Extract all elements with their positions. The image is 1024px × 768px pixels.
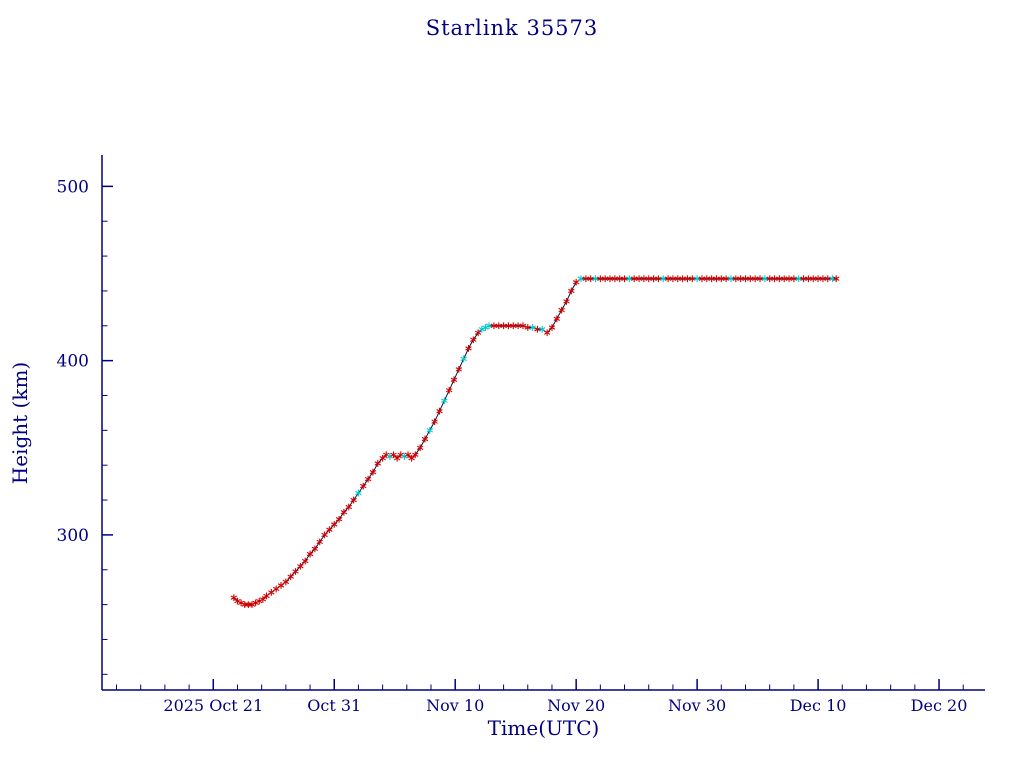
- data-point-marker: [553, 315, 561, 323]
- data-point-marker: [350, 496, 357, 504]
- data-point-marker: [412, 451, 419, 459]
- chart-title: Starlink 35573: [425, 16, 599, 40]
- data-point-marker: [297, 562, 304, 570]
- data-point-marker: [558, 306, 565, 314]
- data-point-marker: [311, 545, 319, 553]
- data-point-marker: [529, 324, 536, 331]
- data-point-marker: [374, 460, 382, 467]
- y-tick-label: 400: [57, 352, 89, 372]
- y-tick-label: 500: [57, 177, 89, 197]
- data-point-marker: [268, 589, 275, 596]
- data-point-marker: [331, 521, 338, 528]
- data-point-marker: [360, 482, 367, 490]
- data-point-marker: [539, 325, 546, 333]
- data-point-marker: [369, 468, 377, 476]
- data-point-marker: [421, 435, 429, 443]
- data-point-marker: [450, 376, 458, 384]
- data-point-marker: [416, 444, 424, 452]
- data-point-marker: [393, 454, 401, 462]
- data-point-marker: [426, 426, 434, 434]
- data-point-marker: [436, 407, 443, 415]
- x-tick-label: Oct 31: [307, 696, 361, 715]
- data-point-marker: [832, 275, 840, 283]
- data-point-marker: [379, 454, 386, 462]
- data-point-marker: [355, 489, 362, 497]
- x-tick-label: Dec 20: [911, 696, 968, 715]
- data-point-marker: [404, 451, 412, 459]
- data-point-marker: [474, 329, 482, 337]
- data-point-marker: [277, 582, 285, 589]
- data-point-marker: [441, 397, 448, 405]
- data-point-marker: [301, 557, 309, 565]
- data-point-marker: [230, 594, 238, 602]
- data-point-marker: [272, 585, 280, 593]
- data-point-marker: [282, 578, 290, 586]
- data-point-marker: [519, 322, 527, 330]
- data-point-marker: [287, 573, 294, 581]
- data-point-marker: [364, 475, 372, 483]
- data-point-marker: [445, 386, 453, 394]
- data-point-marker: [568, 287, 575, 295]
- data-point-marker: [335, 515, 343, 523]
- data-point-marker: [455, 365, 463, 373]
- data-point-marker: [263, 592, 270, 600]
- data-point-marker: [548, 324, 556, 331]
- data-point-marker: [321, 531, 328, 539]
- data-point-marker: [431, 418, 438, 426]
- x-tick-label: Dec 10: [790, 696, 847, 715]
- y-tick-label: 300: [57, 526, 89, 546]
- x-tick-label: Nov 20: [547, 696, 605, 715]
- x-tick-label: 2025 Oct 21: [163, 696, 263, 715]
- x-axis-label: Time(UTC): [487, 716, 600, 740]
- data-point-marker: [316, 538, 323, 546]
- data-point-marker: [543, 329, 551, 337]
- data-point-marker: [340, 508, 348, 516]
- data-point-marker: [326, 526, 333, 534]
- x-tick-label: Nov 30: [668, 696, 726, 715]
- data-point-marker: [390, 451, 397, 459]
- data-point-marker: [572, 278, 580, 286]
- data-point-marker: [460, 355, 467, 363]
- data-point-marker: [465, 345, 472, 352]
- data-point-marker: [292, 568, 299, 575]
- data-point-marker: [306, 550, 314, 558]
- data-point-marker: [563, 297, 570, 305]
- data-point-marker: [408, 454, 415, 462]
- data-point-marker: [470, 336, 477, 344]
- data-point-marker: [345, 503, 352, 511]
- data-point-marker: [259, 595, 267, 603]
- x-tick-label: Nov 10: [426, 696, 484, 715]
